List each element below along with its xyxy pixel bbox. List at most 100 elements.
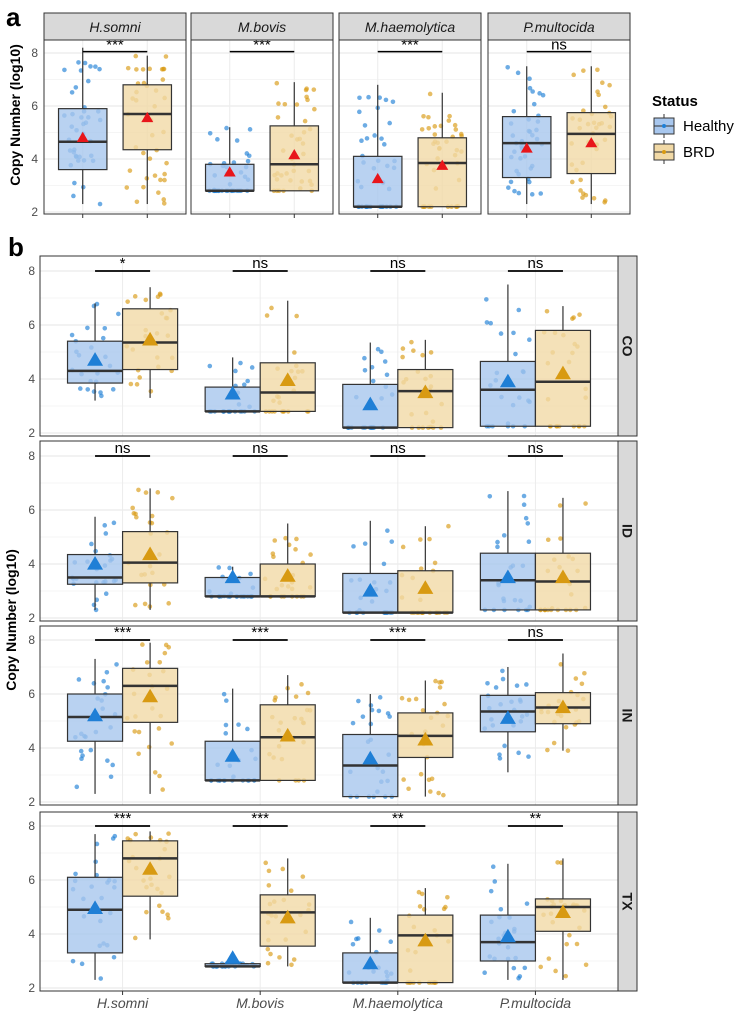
box-brd: [534, 497, 592, 613]
data-point: [362, 367, 368, 373]
data-point: [443, 904, 448, 910]
data-point: [527, 337, 532, 342]
data-point: [436, 790, 441, 796]
box: [259, 362, 316, 412]
data-point: [401, 777, 406, 782]
data-point: [497, 752, 502, 757]
group-p-multocida: **: [479, 810, 592, 981]
mean-marker: [279, 909, 296, 924]
data-point: [602, 200, 607, 205]
data-point: [166, 831, 171, 836]
data-point: [223, 731, 229, 736]
data-point: [148, 388, 154, 394]
mean-marker: [554, 569, 571, 584]
mean-marker: [224, 569, 241, 584]
data-point: [134, 199, 140, 205]
data-point: [137, 375, 142, 380]
data-point: [420, 352, 425, 358]
data-point: [72, 180, 77, 186]
data-point: [312, 106, 317, 112]
data-point: [105, 758, 110, 763]
data-point: [446, 118, 452, 123]
data-point: [141, 184, 146, 190]
data-point: [500, 676, 506, 682]
legend-key-healthy: [653, 114, 675, 138]
data-point: [289, 962, 294, 968]
data-point: [516, 307, 522, 313]
x-tick-label: P.multocida: [500, 995, 572, 1011]
data-point: [85, 78, 91, 84]
data-point: [578, 188, 583, 193]
data-point: [161, 201, 167, 206]
facet-p-multocida: P.multocida ns: [487, 12, 631, 218]
data-point: [540, 92, 546, 98]
box-brd: [269, 80, 320, 194]
data-point: [538, 964, 544, 970]
data-point: [432, 124, 438, 129]
data-point: [569, 179, 575, 185]
data-point: [382, 359, 388, 364]
y-tick-label: 6: [28, 503, 35, 517]
box-brd: [534, 653, 592, 753]
data-point: [406, 697, 412, 703]
data-point: [505, 64, 510, 70]
data-point: [583, 962, 589, 968]
group-m-bovis: ***: [204, 624, 316, 783]
panel-border: [43, 39, 187, 215]
data-point: [400, 346, 406, 351]
data-point: [555, 860, 560, 865]
data-point: [516, 190, 522, 196]
data-point: [76, 60, 81, 65]
data-point: [245, 726, 250, 732]
data-point: [511, 108, 517, 114]
group-h-somni: ns: [66, 440, 179, 613]
data-point: [215, 137, 220, 142]
data-point: [357, 109, 362, 115]
row-in: 2 4 6 8 *** *** *** ns IN: [28, 624, 638, 809]
data-point: [263, 860, 269, 866]
data-point: [247, 127, 253, 132]
box-brd: [397, 888, 454, 985]
data-point: [294, 536, 299, 542]
data-point: [130, 505, 135, 511]
box-healthy: [479, 667, 537, 773]
data-point: [428, 789, 433, 794]
box: [259, 704, 316, 781]
box-brd: [259, 858, 316, 968]
group-m-bovis: ns: [204, 255, 316, 414]
data-point: [372, 133, 377, 138]
mean-marker: [87, 900, 104, 914]
data-point: [76, 677, 82, 682]
y-tick-label: 2: [28, 611, 35, 625]
data-point: [370, 378, 376, 384]
data-point: [514, 683, 520, 688]
row-strip-label: ID: [620, 524, 636, 538]
mean-marker: [142, 861, 159, 875]
y-tick-label: 2: [28, 981, 35, 995]
box-brd: [122, 53, 173, 206]
group-m-haemolytica: ***: [342, 624, 454, 799]
panel-b-label: b: [8, 232, 24, 262]
data-point: [521, 502, 527, 507]
mean-marker: [142, 688, 159, 703]
data-point: [581, 68, 586, 73]
data-point: [79, 961, 85, 967]
significance-label: ns: [390, 255, 406, 272]
data-point: [364, 136, 370, 141]
data-point: [574, 941, 580, 947]
row-strip-label: TX: [620, 893, 636, 912]
mean-marker: [554, 365, 571, 380]
group-p-multocida: ns: [479, 440, 592, 613]
data-point: [582, 670, 587, 676]
mean-marker: [499, 373, 516, 388]
mean-marker: [371, 172, 384, 184]
data-point: [165, 912, 170, 917]
data-point: [88, 747, 94, 753]
data-point: [101, 678, 106, 684]
data-point: [377, 95, 382, 100]
mean-marker: [585, 137, 598, 148]
facet-strip: [338, 12, 482, 41]
facet-strip-label: H.somni: [89, 19, 141, 35]
data-point: [143, 490, 149, 495]
data-point: [282, 101, 288, 107]
